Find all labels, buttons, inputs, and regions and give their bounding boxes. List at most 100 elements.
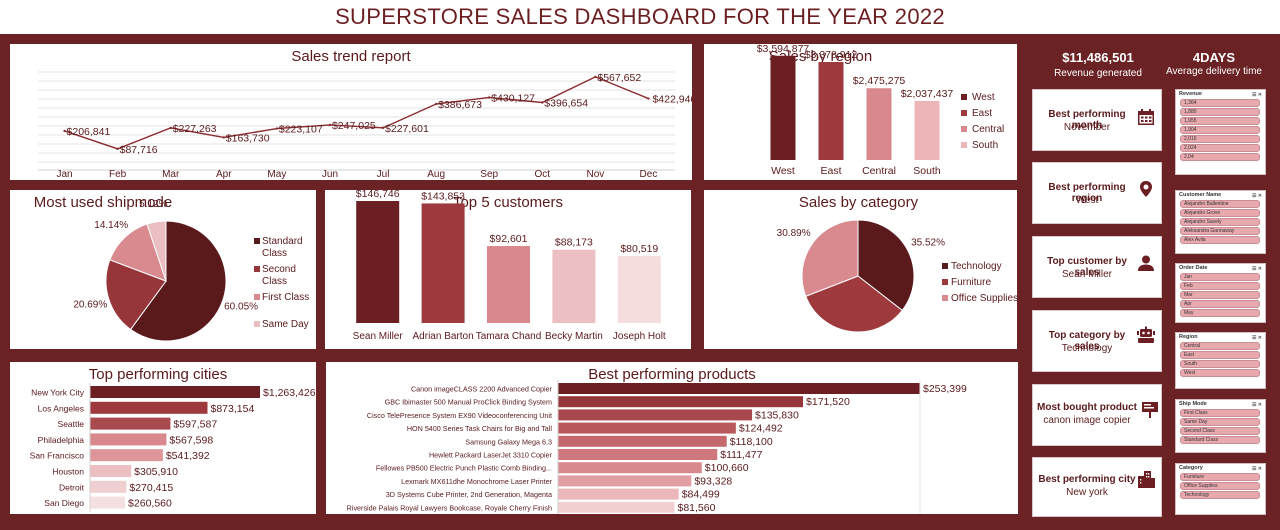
city-category-label: Philadelphia (38, 435, 85, 445)
shipmode-legend-label: First Class (262, 292, 309, 303)
slicer-item[interactable]: Office Supplies (1180, 482, 1260, 490)
trend-point (63, 130, 65, 132)
city-data-label: $305,910 (134, 466, 178, 478)
product-category-label: GBC Ibimaster 500 Manual ProClick Bindin… (385, 398, 552, 407)
slicer-item[interactable]: 1,880 (1180, 108, 1260, 116)
slicer-clear-filter-icon[interactable]: ☰ ✕ (1252, 334, 1262, 342)
trend-point (276, 127, 278, 129)
trend-tick-label: Jan (56, 169, 72, 180)
slicer-clear-filter-icon[interactable]: ☰ ✕ (1252, 192, 1262, 200)
slicer-header: Category☰ ✕ (1176, 464, 1265, 472)
category-legend-swatch (942, 279, 948, 285)
product-data-label: $93,328 (694, 475, 732, 487)
product-category-label: Lexmark MX611dhe Monochrome Laser Printe… (401, 477, 552, 486)
region-category-label: East (820, 165, 841, 177)
city-category-label: New York City (31, 388, 85, 398)
slicer-item[interactable]: Same Day (1180, 418, 1260, 426)
city-bar (90, 449, 163, 461)
customer-category-label: Adrian Barton (413, 331, 474, 342)
title-bar: SUPERSTORE SALES DASHBOARD FOR THE YEAR … (0, 0, 1280, 34)
slicer-item[interactable]: Alejandro Grove (1180, 209, 1260, 217)
customer-bar (487, 246, 530, 323)
city-category-label: Detroit (59, 482, 85, 492)
shipmode-legend-label: Class (262, 248, 287, 259)
card-top-customer-value: Sean Miller (1037, 269, 1137, 280)
slicer-item[interactable]: 2,016 (1180, 135, 1260, 143)
slicer-item[interactable]: May (1180, 309, 1260, 317)
slicer-clear-filter-icon[interactable]: ☰ ✕ (1252, 401, 1262, 409)
map-pin-icon (1137, 180, 1155, 198)
region-legend-label: West (972, 92, 995, 103)
slicer-item[interactable]: Second Class (1180, 427, 1260, 435)
slicer-item[interactable]: Central (1180, 342, 1260, 350)
trend-point (170, 127, 172, 129)
slicer-item[interactable]: 1,364 (1180, 99, 1260, 107)
card-best-region-value: West (1037, 195, 1137, 206)
slicer-item[interactable]: Apr (1180, 300, 1260, 308)
shipmode-legend-label: Same Day (262, 319, 309, 330)
trend-data-label: $396,654 (544, 98, 588, 110)
slicer-item[interactable]: Mar (1180, 291, 1260, 299)
trend-point (435, 103, 437, 105)
city-data-label: $260,560 (128, 498, 172, 510)
slicer-item[interactable]: Alejandro Ballentine (1180, 200, 1260, 208)
product-bar (558, 502, 675, 513)
slicer-header: Revenue ☰ ✕ (1176, 90, 1265, 98)
slicer-item[interactable]: East (1180, 351, 1260, 359)
trend-data-label: $227,263 (173, 123, 217, 135)
trend-tick-label: Mar (162, 169, 180, 180)
slicer-header: Order Date ☰ ✕ (1176, 264, 1265, 272)
slicer-title: Region (1179, 334, 1198, 340)
slicer-item[interactable]: Aleksandra Gannaway (1180, 227, 1260, 235)
product-bar (558, 436, 727, 447)
product-bar (558, 475, 691, 486)
trend-data-label: $386,673 (438, 99, 482, 111)
city-bar (90, 418, 170, 430)
product-category-label: Canon imageCLASS 2200 Advanced Copier (411, 385, 553, 394)
slicer-item[interactable]: Alejandro Savely (1180, 218, 1260, 226)
city-data-label: $597,587 (173, 419, 217, 431)
trend-point (647, 97, 649, 99)
top-cities-panel: Top performing cities $1,263,426New York… (10, 362, 316, 514)
region-legend-swatch (961, 126, 967, 132)
slicer-title: Revenue (1179, 91, 1202, 97)
trend-point (541, 101, 543, 103)
slicer-item[interactable]: South (1180, 360, 1260, 368)
slicer-item[interactable]: 1,904 (1180, 126, 1260, 134)
slicer-item[interactable]: Jan (1180, 273, 1260, 281)
sales-by-region-chart: $3,594,877West$3,378,912East$2,475,275Ce… (704, 44, 1017, 180)
person-icon (1137, 254, 1155, 272)
slicer-item[interactable]: First Class (1180, 409, 1260, 417)
shipmode-legend-label: Standard (262, 236, 303, 247)
sales-by-category-chart: 35.52%33.59%30.89%TechnologyFurnitureOff… (704, 190, 1017, 349)
card-top-category-value: Technology (1037, 343, 1137, 354)
shipmode-panel: Most used shipmode 60.05%20.69%14.14%5.1… (10, 190, 316, 349)
slicer-item[interactable]: Feb (1180, 282, 1260, 290)
trend-tick-label: Apr (216, 169, 232, 180)
slicer-item[interactable]: 2,024 (1180, 144, 1260, 152)
slicer-item[interactable]: Technology (1180, 491, 1260, 499)
sales-trend-panel: Sales trend report $206,841Jan$87,716Feb… (10, 44, 692, 180)
trend-tick-label: Feb (109, 169, 127, 180)
customer-category-label: Tamara Chand (476, 331, 542, 342)
sales-by-region-panel: Sales by region $3,594,877West$3,378,912… (704, 44, 1017, 180)
slicer-item[interactable]: Standard Class (1180, 436, 1260, 444)
slicer-clear-filter-icon[interactable]: ☰ ✕ (1252, 465, 1262, 473)
slicer-item[interactable]: Alex Avila (1180, 236, 1260, 244)
slicer-item[interactable]: 2,04 (1180, 153, 1260, 161)
trend-data-label: $227,601 (385, 123, 429, 135)
region-legend-swatch (961, 142, 967, 148)
slicer-title: Order Date (1179, 265, 1207, 271)
slicer-item[interactable]: Furniture (1180, 473, 1260, 481)
region-legend-swatch (961, 110, 967, 116)
slicer-item[interactable]: West (1180, 369, 1260, 377)
slicer-order-date: Order Date ☰ ✕JanFebMarAprMay (1175, 263, 1266, 323)
customer-bar (618, 256, 661, 323)
slicer-item[interactable]: 1,955 (1180, 117, 1260, 125)
slicer-clear-filter-icon[interactable]: ☰ ✕ (1252, 91, 1262, 99)
best-products-chart: $253,399Canon imageCLASS 2200 Advanced C… (326, 362, 1018, 514)
category-legend-swatch (942, 295, 948, 301)
region-bar (771, 56, 796, 160)
product-category-label: Riverside Palais Royal Lawyers Bookcase,… (347, 503, 552, 512)
slicer-clear-filter-icon[interactable]: ☰ ✕ (1252, 265, 1262, 273)
